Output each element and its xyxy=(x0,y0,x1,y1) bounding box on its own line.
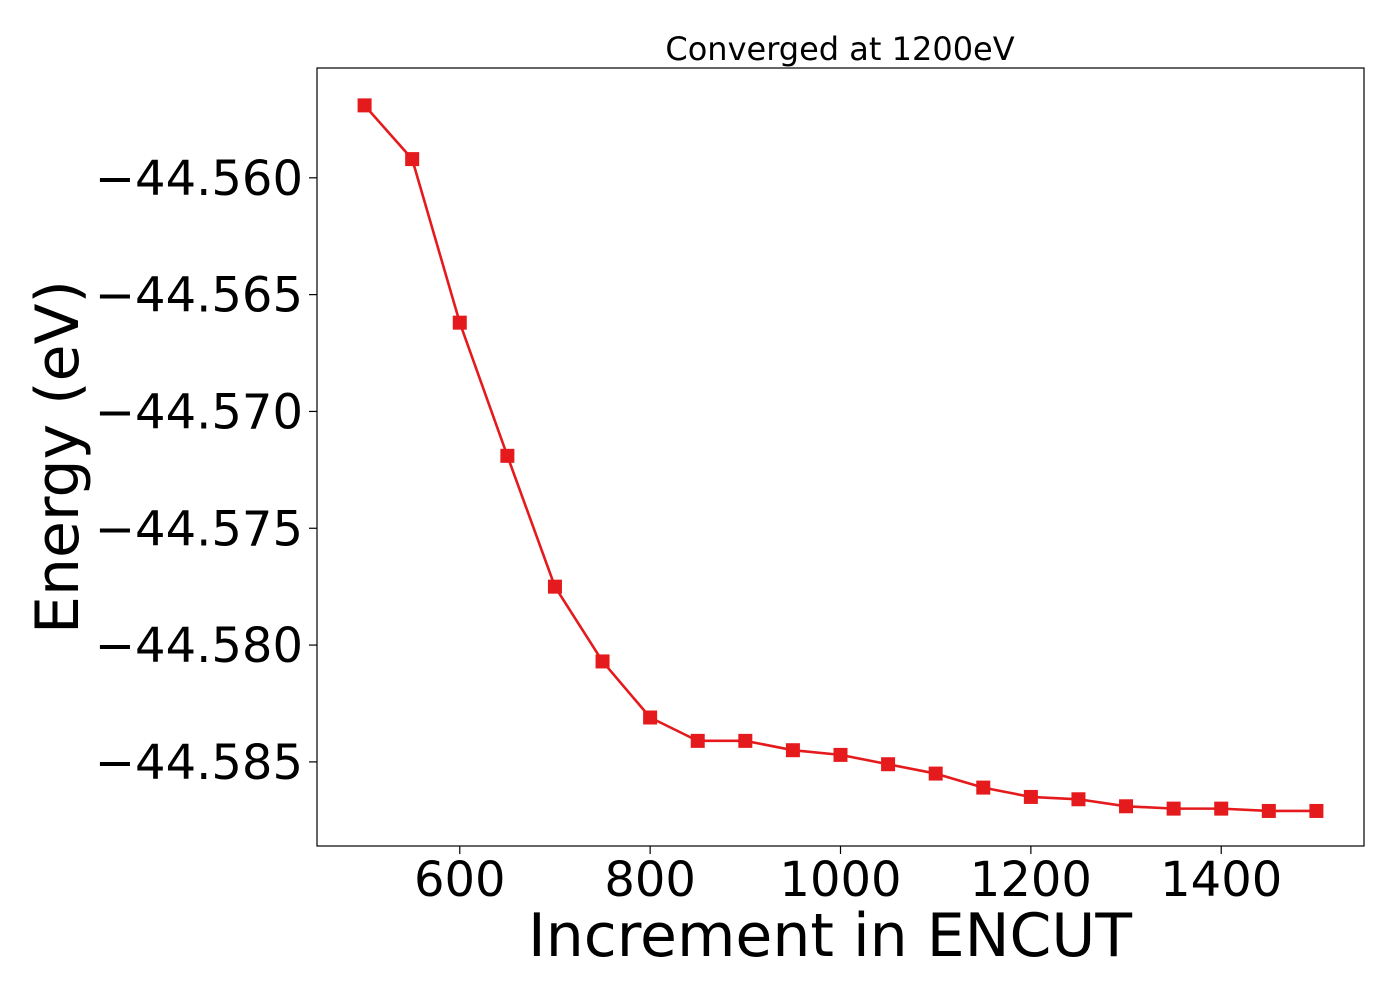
x-tick-label: 600 xyxy=(414,852,506,908)
data-point xyxy=(547,579,562,594)
y-tick-label: −44.570 xyxy=(95,384,303,440)
data-point xyxy=(1166,801,1181,816)
chart-title: Converged at 1200eV xyxy=(665,30,1014,68)
x-tick-label: 1400 xyxy=(1160,852,1282,908)
data-point xyxy=(595,654,610,669)
data-point xyxy=(738,733,753,748)
data-point xyxy=(1119,799,1134,814)
y-tick-label: −44.560 xyxy=(95,151,303,207)
data-point xyxy=(690,733,705,748)
data-point xyxy=(1261,803,1276,818)
y-tick-label: −44.575 xyxy=(95,501,303,557)
data-point xyxy=(500,448,515,463)
data-point xyxy=(785,743,800,758)
series-layer xyxy=(357,98,1324,818)
x-tick-label: 1200 xyxy=(970,852,1092,908)
data-point xyxy=(1023,789,1038,804)
data-point xyxy=(976,780,991,795)
x-tick-label: 1000 xyxy=(779,852,901,908)
y-axis-ticks: −44.560 −44.565 −44.570 −44.575 −44.580 −44.5… xyxy=(95,151,317,791)
plot-area-frame xyxy=(316,67,1365,847)
x-axis-label: Increment in ENCUT xyxy=(528,901,1132,971)
data-point xyxy=(928,766,943,781)
data-point xyxy=(833,747,848,762)
x-tick-label: 800 xyxy=(604,852,696,908)
data-point xyxy=(452,315,467,330)
x-axis-ticks: 600 800 1000 1200 1400 xyxy=(414,846,1282,908)
data-point xyxy=(357,98,372,113)
data-point xyxy=(405,152,420,167)
data-point xyxy=(1214,801,1229,816)
data-point xyxy=(1309,803,1324,818)
data-point xyxy=(643,710,658,725)
y-tick-label: −44.585 xyxy=(95,735,303,791)
data-point xyxy=(881,757,896,772)
y-tick-label: −44.565 xyxy=(95,268,303,324)
y-tick-label: −44.580 xyxy=(95,618,303,674)
data-point xyxy=(1071,792,1086,807)
y-axis-label: Energy (eV) xyxy=(23,280,93,634)
